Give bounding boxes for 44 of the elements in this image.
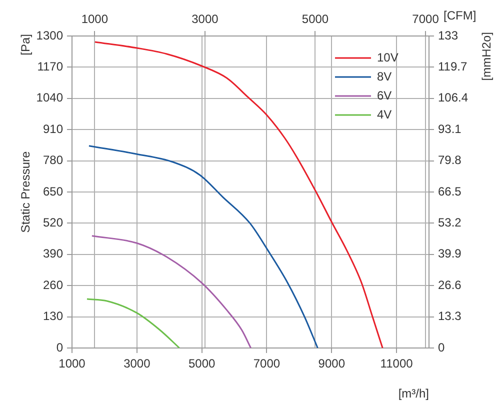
y2-tick-label: 119.7: [438, 60, 468, 74]
y2-tick-label: 106.4: [438, 90, 468, 105]
y2-tick-label: 79.8: [438, 153, 462, 168]
legend-label: 6V: [377, 88, 392, 102]
x-tick-label: 5000: [188, 356, 216, 371]
y-tick-label: 1300: [36, 28, 64, 42]
y-axis-title: Static Pressure: [18, 151, 32, 233]
y-tick-label: 1170: [37, 60, 64, 74]
x-tick-label: 7000: [253, 356, 280, 371]
y-tick-label: 910: [42, 122, 64, 136]
y2-tick-label: 66.5: [438, 184, 462, 198]
x-tick-label: 9000: [318, 356, 346, 371]
y-tick-label: 390: [42, 246, 64, 261]
line-series: [88, 145, 318, 348]
y2-axis-title: [mmH2o]: [479, 32, 494, 81]
y-tick-label: 260: [42, 278, 64, 292]
x2-axis-title: [CFM]: [444, 8, 476, 22]
x-tick-label: 1000: [58, 356, 86, 371]
legend-label: 4V: [377, 107, 392, 122]
y-tick-label: 520: [42, 216, 64, 230]
x2-tick-label: 3000: [192, 12, 219, 26]
y-tick-label: 1040: [36, 90, 64, 105]
x2-tick-label: 7000: [412, 12, 440, 26]
y-tick-label: 780: [42, 153, 64, 168]
text: [Pa]: [18, 34, 32, 56]
y2-tick-label: 26.6: [438, 278, 462, 292]
y2-tick-label: 53.2: [438, 216, 462, 230]
x2-tick-label: 5000: [302, 12, 329, 26]
y2-tick-label: 93.1: [438, 122, 462, 136]
line-series: [86, 298, 180, 348]
legend-label: 8V: [377, 69, 392, 84]
y-tick-label: 650: [42, 184, 64, 198]
x-tick-label: 3000: [124, 356, 151, 371]
y2-tick-label: 39.9: [438, 246, 462, 261]
y2-tick-label: 13.3: [438, 309, 462, 324]
x2-tick-label: 1000: [81, 12, 108, 26]
line-series: [91, 235, 252, 348]
y-tick-label: 130: [42, 309, 64, 324]
x-axis-title: [m³/h]: [398, 386, 429, 400]
y2-tick-label: 133: [438, 28, 458, 42]
legend-label: 10V: [377, 50, 398, 64]
x-tick-label: 11000: [380, 356, 414, 371]
y-tick-label: 0: [56, 340, 64, 354]
y2-tick-label: 0: [438, 340, 445, 354]
